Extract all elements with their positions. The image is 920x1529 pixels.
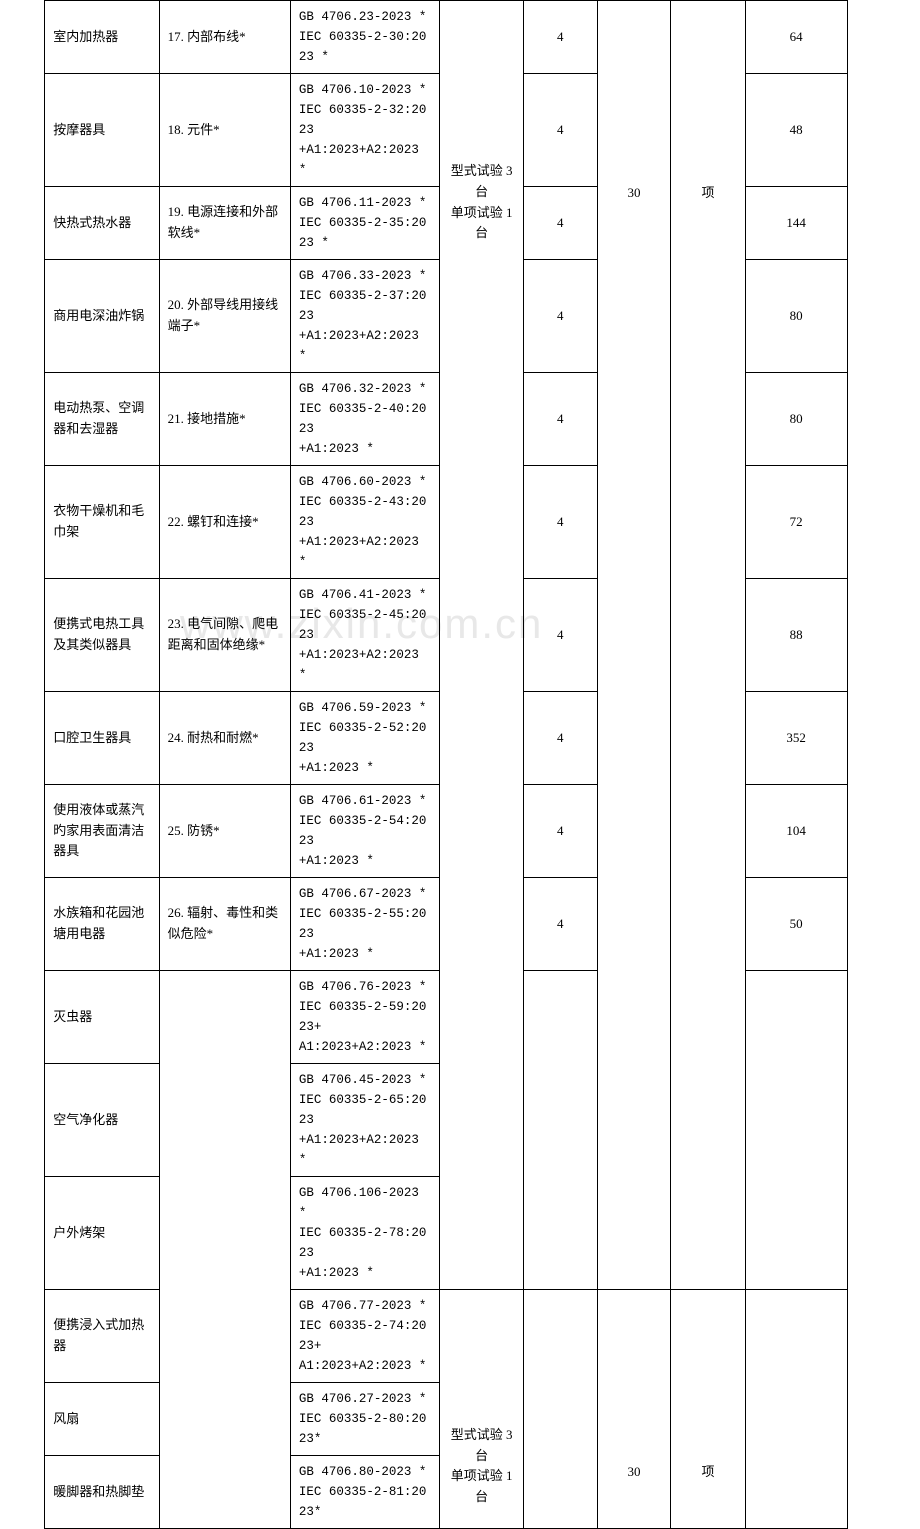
col5-value: 4	[523, 878, 597, 971]
test-item: 25. 防锈*	[159, 785, 290, 878]
col8-value: 64	[745, 1, 847, 74]
col7-unit: 项	[671, 1, 745, 1290]
test-item: 19. 电源连接和外部软线*	[159, 187, 290, 260]
standard-code: GB 4706.41-2023 * IEC 60335-2-45:2023 +A…	[290, 579, 439, 692]
col5-value: 4	[523, 260, 597, 373]
standard-code: GB 4706.106-2023 * IEC 60335-2-78:2023 +…	[290, 1177, 439, 1290]
col8-value: 104	[745, 785, 847, 878]
standard-code: GB 4706.32-2023 * IEC 60335-2-40:2023 +A…	[290, 373, 439, 466]
product-name: 室内加热器	[45, 1, 159, 74]
product-name: 便携浸入式加热器	[45, 1290, 159, 1383]
standard-code: GB 4706.80-2023 * IEC 60335-2-81:2023*	[290, 1456, 439, 1529]
standards-table: 室内加热器17. 内部布线*GB 4706.23-2023 * IEC 6033…	[0, 0, 920, 1529]
product-name: 风扇	[45, 1383, 159, 1456]
col8-value: 144	[745, 187, 847, 260]
col5-value: 4	[523, 466, 597, 579]
col7-unit: 项	[671, 1290, 745, 1529]
col5-value: 4	[523, 1, 597, 74]
standard-code: GB 4706.11-2023 * IEC 60335-2-35:2023 *	[290, 187, 439, 260]
product-name: 暖脚器和热脚垫	[45, 1456, 159, 1529]
left-margin	[0, 1, 45, 1529]
test-item: 26. 辐射、毒性和类似危险*	[159, 878, 290, 971]
col8-value: 48	[745, 74, 847, 187]
col8-value: 50	[745, 878, 847, 971]
product-name: 口腔卫生器具	[45, 692, 159, 785]
standard-code: GB 4706.33-2023 * IEC 60335-2-37:2023 +A…	[290, 260, 439, 373]
product-name: 商用电深油炸锅	[45, 260, 159, 373]
product-name: 快热式热水器	[45, 187, 159, 260]
test-item: 21. 接地措施*	[159, 373, 290, 466]
product-name: 按摩器具	[45, 74, 159, 187]
col5-value: 4	[523, 785, 597, 878]
col8-value	[745, 971, 847, 1290]
standard-code: GB 4706.61-2023 * IEC 60335-2-54:2023 +A…	[290, 785, 439, 878]
col8-value: 80	[745, 260, 847, 373]
product-name: 水族箱和花园池塘用电器	[45, 878, 159, 971]
product-name: 电动热泵、空调器和去湿器	[45, 373, 159, 466]
test-item: 23. 电气间隙、爬电距离和固体绝缘*	[159, 579, 290, 692]
standard-code: GB 4706.45-2023 * IEC 60335-2-65:2023 +A…	[290, 1064, 439, 1177]
col6-value: 30	[597, 1, 671, 1290]
standard-code: GB 4706.10-2023 * IEC 60335-2-32:2023 +A…	[290, 74, 439, 187]
col5-value	[523, 1290, 597, 1529]
product-name: 灭虫器	[45, 971, 159, 1064]
col5-value: 4	[523, 692, 597, 785]
standard-code: GB 4706.27-2023 * IEC 60335-2-80:2023*	[290, 1383, 439, 1456]
test-item: 17. 内部布线*	[159, 1, 290, 74]
product-name: 使用液体或蒸汽旳家用表面清洁器具	[45, 785, 159, 878]
standard-code: GB 4706.23-2023 * IEC 60335-2-30:2023 *	[290, 1, 439, 74]
standard-code: GB 4706.60-2023 * IEC 60335-2-43:2023 +A…	[290, 466, 439, 579]
col8-value: 88	[745, 579, 847, 692]
product-name: 户外烤架	[45, 1177, 159, 1290]
col5-value	[523, 971, 597, 1290]
col8-value	[745, 1290, 847, 1529]
product-name: 空气净化器	[45, 1064, 159, 1177]
col8-value: 72	[745, 466, 847, 579]
sample-spec: 型式试验 3 台 单项试验 1 台	[440, 1, 524, 1290]
standard-code: GB 4706.59-2023 * IEC 60335-2-52:2023 +A…	[290, 692, 439, 785]
test-item: 18. 元件*	[159, 74, 290, 187]
col5-value: 4	[523, 187, 597, 260]
standard-code: GB 4706.76-2023 * IEC 60335-2-59:2023+ A…	[290, 971, 439, 1064]
test-item	[159, 971, 290, 1529]
col5-value: 4	[523, 579, 597, 692]
test-item: 22. 螺钉和连接*	[159, 466, 290, 579]
sample-spec: 型式试验 3 台 单项试验 1 台	[440, 1290, 524, 1529]
col8-value: 80	[745, 373, 847, 466]
col8-value: 352	[745, 692, 847, 785]
col5-value: 4	[523, 74, 597, 187]
col6-value: 30	[597, 1290, 671, 1529]
product-name: 衣物干燥机和毛巾架	[45, 466, 159, 579]
test-item: 24. 耐热和耐燃*	[159, 692, 290, 785]
standard-code: GB 4706.67-2023 * IEC 60335-2-55:2023 +A…	[290, 878, 439, 971]
test-item: 20. 外部导线用接线端子*	[159, 260, 290, 373]
right-margin	[847, 1, 920, 1529]
standard-code: GB 4706.77-2023 * IEC 60335-2-74:2023+ A…	[290, 1290, 439, 1383]
product-name: 便携式电热工具及其类似器具	[45, 579, 159, 692]
col5-value: 4	[523, 373, 597, 466]
